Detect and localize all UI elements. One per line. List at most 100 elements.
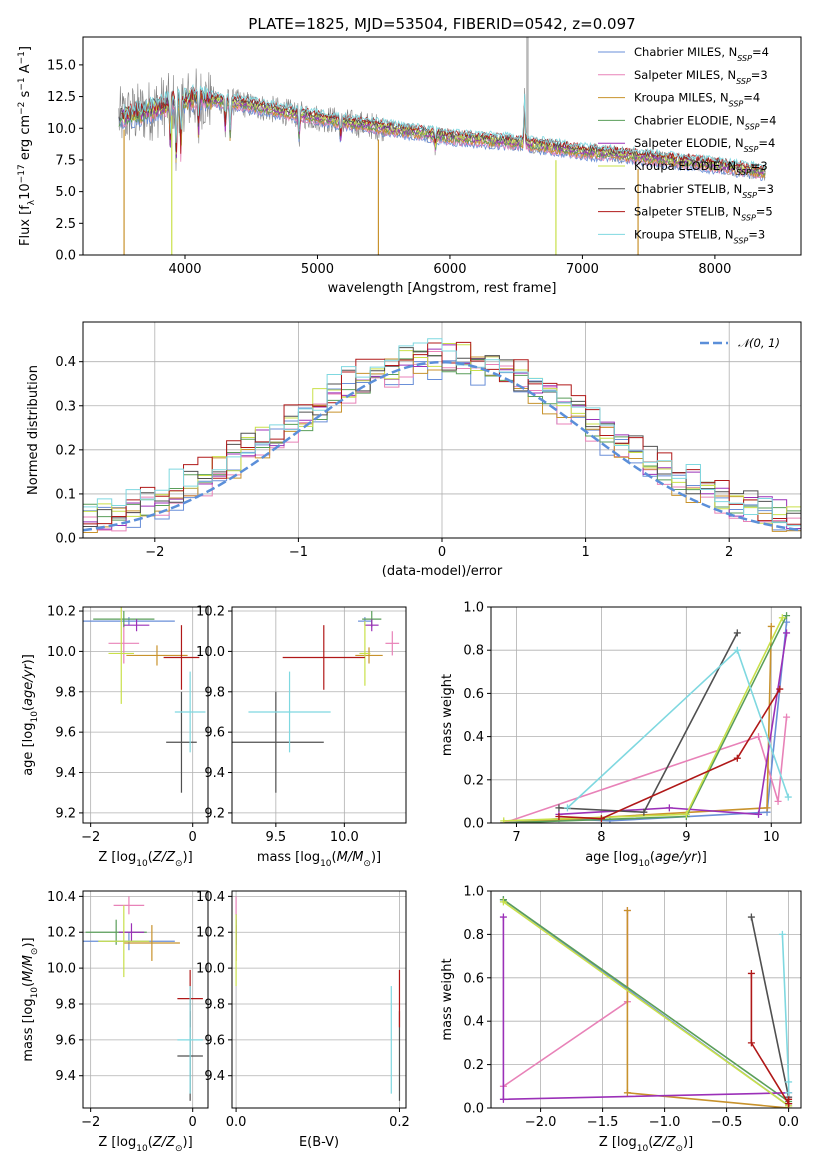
y-tick-label: 0.2 [463, 773, 484, 788]
weight-series-line [503, 622, 788, 823]
x-tick-label: 0 [438, 545, 446, 560]
weight_vs_age-xlabel: age [log10(age/yr)] [585, 850, 707, 869]
y-tick-label: 5.0 [55, 185, 76, 200]
weight-marker [755, 810, 763, 818]
y-tick-label: 7.5 [55, 153, 76, 168]
weight-marker [774, 797, 782, 805]
x-tick-label: 8 [597, 830, 605, 845]
y-tick-label: 9.4 [204, 766, 225, 781]
legend-entry: Kroupa MILES, NSSP=4 [634, 91, 760, 109]
weight-marker [747, 913, 755, 921]
errorbar-point [248, 671, 331, 753]
errorbar-point [93, 611, 155, 628]
residuals-ylabel: Normed distribution [26, 365, 41, 495]
weight-marker [767, 622, 775, 630]
errorbar-point [113, 896, 145, 915]
weight-marker [682, 810, 690, 818]
errorbar-point [163, 625, 200, 690]
x-tick-label: 0.2 [389, 1115, 410, 1130]
y-tick-label: 10.0 [47, 962, 76, 977]
errorbar-point [355, 647, 383, 664]
mass_vs_Z-grid [83, 891, 208, 1108]
weight_vs_age-frame [490, 606, 802, 824]
weight-marker [563, 804, 571, 812]
age_vs_Z-grid [83, 607, 208, 823]
spectrum-ylabel-text: Flux [fλ10−17 erg cm−2 s−1 A−1] [17, 46, 37, 246]
errorbar-point [108, 607, 135, 704]
mass_vs_EBV-frame [231, 890, 407, 1109]
legend-entry: 𝒩(0, 1) [738, 336, 780, 350]
x-tick-label: 2 [725, 545, 733, 560]
weight-marker [785, 1089, 793, 1097]
y-tick-label: 9.2 [204, 806, 225, 821]
y-tick-label: 0.6 [463, 687, 484, 702]
errorbar-point [123, 619, 150, 632]
weight-marker [499, 1095, 507, 1103]
y-tick-label: 0.8 [463, 928, 484, 943]
y-tick-label: 10.2 [47, 926, 76, 941]
x-tick-label: 5000 [301, 262, 334, 277]
y-tick-label: 0.6 [463, 971, 484, 986]
weight-series-line [502, 910, 629, 1087]
y-tick-label: 10.4 [196, 890, 225, 905]
x-tick-label: 4000 [168, 262, 201, 277]
residuals-xlabel: (data-model)/error [382, 564, 503, 579]
errorbar-point [83, 617, 175, 626]
y-tick-label: 0.0 [463, 1102, 484, 1117]
errorbar-point [174, 671, 206, 753]
x-tick-label: 0 [189, 1115, 197, 1130]
weight-marker [640, 808, 648, 816]
weight-marker [776, 685, 784, 693]
age_vs_mass-xlabel: mass [log10(M/M⊙)] [257, 850, 381, 869]
weight-series-line [558, 632, 739, 814]
weight-marker [665, 804, 673, 812]
mass_vs_Z-ylabel: mass [log10(M/M⊙)] [21, 937, 40, 1061]
weight-marker [733, 629, 741, 637]
errorbar-point [108, 623, 140, 664]
x-tick-label: −2 [145, 545, 164, 560]
age_vs_mass-frame [231, 606, 407, 824]
weight-series-line [626, 910, 790, 1108]
x-tick-label: 10 [763, 830, 780, 845]
ylabel-text: age [log10(age/yr)] [21, 654, 40, 776]
y-tick-label: 9.6 [55, 726, 76, 741]
spectrum-model-line [123, 83, 766, 170]
y-tick-label: 9.4 [55, 766, 76, 781]
x-tick-label: 8000 [698, 262, 731, 277]
weight-series-line [503, 617, 784, 822]
errorbar-point [166, 691, 197, 793]
y-tick-label: 10.4 [47, 890, 76, 905]
mass_vs_EBV-grid [232, 891, 406, 1108]
normal-curve [83, 360, 801, 532]
weight-marker [500, 817, 508, 823]
weight_vs_Z-xlabel: Z [log10(Z/Z⊙)] [599, 1135, 693, 1154]
y-tick-label: 1.0 [463, 601, 484, 616]
errorbar-point [364, 619, 379, 632]
y-tick-label: 9.8 [204, 685, 225, 700]
y-tick-label: 0.1 [55, 487, 76, 502]
ylabel-text: mass weight [440, 958, 455, 1040]
y-tick-label: 10.0 [196, 962, 225, 977]
spectrum-ylabel: Flux [fλ10−17 erg cm−2 s−1 A−1] [17, 46, 37, 246]
y-tick-label: 9.4 [55, 1069, 76, 1084]
x-tick-label: −1.5 [587, 1115, 619, 1130]
y-tick-label: 0.3 [55, 399, 76, 414]
residual-histogram [83, 341, 801, 525]
legend-entry: Chabrier ELODIE, NSSP=4 [634, 113, 776, 130]
x-tick-label: 7 [512, 830, 520, 845]
weight-marker [783, 618, 791, 626]
errorbar-point [177, 986, 203, 1094]
weight-marker [784, 793, 792, 801]
y-tick-label: 9.6 [204, 726, 225, 741]
legend-entry: Chabrier STELIB, NSSP=3 [634, 182, 774, 200]
weight-marker [499, 913, 507, 921]
y-tick-label: 0.4 [463, 1015, 484, 1030]
age_vs_Z-frame [82, 606, 209, 824]
residual-histogram [83, 338, 801, 527]
spectrum-frame [82, 36, 802, 256]
x-tick-label: 0.0 [226, 1115, 247, 1130]
x-tick-label: −2.0 [525, 1115, 557, 1130]
x-tick-label: 10.0 [330, 830, 359, 845]
weight-marker [555, 804, 563, 812]
y-tick-label: 9.8 [204, 997, 225, 1012]
